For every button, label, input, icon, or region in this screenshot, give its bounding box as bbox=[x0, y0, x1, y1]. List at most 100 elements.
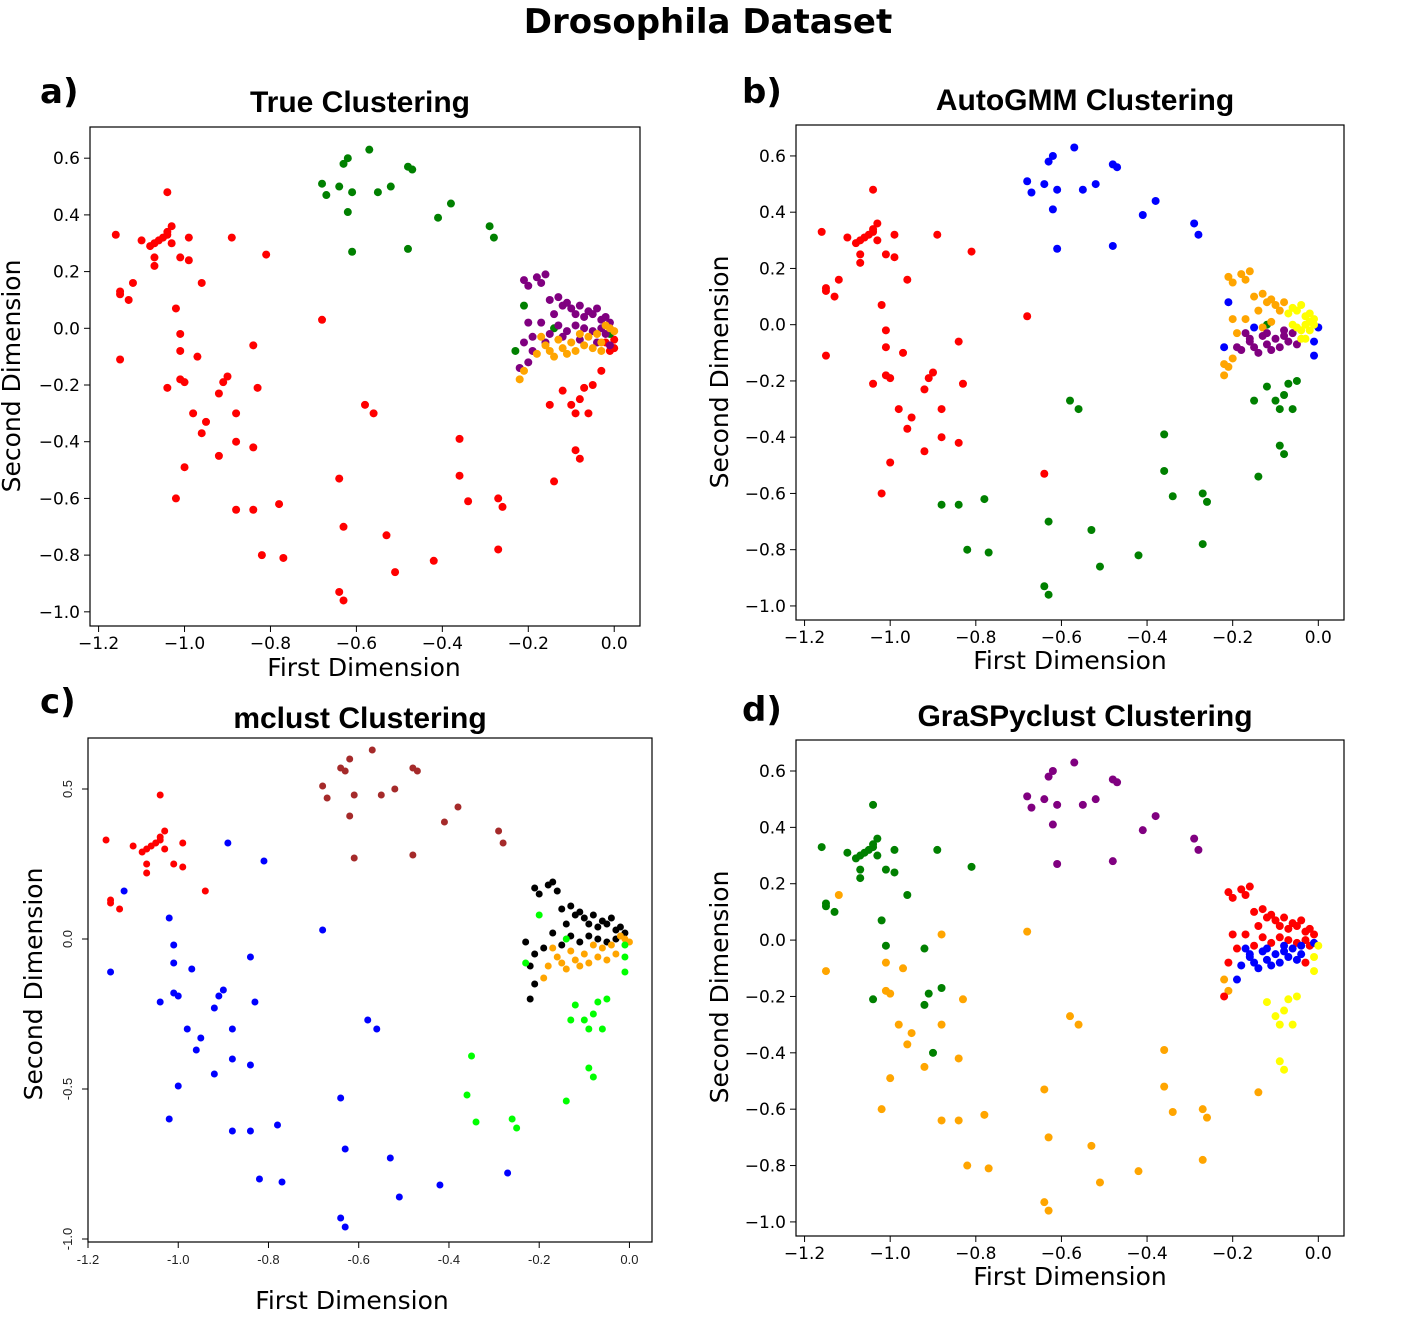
data-point bbox=[1190, 219, 1199, 228]
data-point bbox=[585, 1025, 593, 1033]
data-point bbox=[597, 338, 606, 347]
data-point bbox=[1292, 376, 1301, 385]
data-point bbox=[886, 374, 895, 383]
data-point bbox=[210, 1070, 218, 1078]
data-point bbox=[468, 1052, 476, 1060]
x-tick-label: −0.4 bbox=[1126, 1244, 1167, 1264]
data-point bbox=[197, 1034, 205, 1042]
x-tick-label: -1.0 bbox=[167, 1252, 189, 1267]
data-point bbox=[1250, 396, 1259, 405]
data-point bbox=[343, 208, 352, 217]
data-point bbox=[1023, 927, 1032, 936]
data-point bbox=[571, 446, 580, 455]
data-point bbox=[531, 884, 539, 892]
data-point bbox=[246, 1061, 254, 1069]
y-tick-label: −0.8 bbox=[39, 546, 80, 566]
x-axis-label: First Dimension bbox=[973, 646, 1166, 675]
data-point bbox=[924, 989, 933, 998]
data-point bbox=[856, 258, 865, 267]
data-point bbox=[1134, 551, 1143, 560]
data-point bbox=[1044, 772, 1053, 781]
data-point bbox=[1160, 1082, 1169, 1091]
x-tick-label: −0.6 bbox=[1041, 1244, 1082, 1264]
data-point bbox=[346, 812, 354, 820]
data-point bbox=[554, 293, 563, 302]
data-point bbox=[1292, 340, 1301, 349]
data-point bbox=[215, 992, 223, 1000]
data-point bbox=[1275, 405, 1284, 414]
data-point bbox=[528, 332, 537, 341]
data-point bbox=[524, 281, 533, 290]
data-point bbox=[531, 950, 539, 958]
data-point bbox=[821, 286, 830, 295]
y-axis-label: Second Dimension bbox=[705, 871, 734, 1104]
data-point bbox=[535, 890, 543, 898]
panel-c-letter: c) bbox=[40, 682, 76, 722]
panel-a-plot: −1.2 −1.0 −0.8 −0.6 −0.4 −0.2 0.0 0.6 0.4 0.2 0.0 −… bbox=[0, 126, 641, 682]
data-point bbox=[877, 1105, 886, 1114]
data-point bbox=[886, 458, 895, 467]
data-point bbox=[391, 568, 400, 577]
data-point bbox=[545, 329, 554, 338]
data-point bbox=[1040, 180, 1049, 189]
data-point bbox=[446, 199, 455, 208]
data-point bbox=[585, 1064, 593, 1072]
y-tick-label: −1.0 bbox=[745, 1213, 786, 1233]
data-point bbox=[1262, 955, 1271, 964]
data-point bbox=[137, 236, 146, 245]
data-point bbox=[1288, 944, 1297, 953]
data-point bbox=[1232, 975, 1241, 984]
data-point bbox=[189, 409, 198, 418]
data-point bbox=[1108, 857, 1117, 866]
data-point bbox=[1168, 492, 1177, 501]
data-point bbox=[464, 497, 473, 506]
data-point bbox=[621, 941, 629, 949]
data-point bbox=[821, 902, 830, 911]
data-point bbox=[1250, 292, 1259, 301]
data-point bbox=[128, 278, 137, 287]
data-point bbox=[274, 1121, 282, 1129]
data-point bbox=[223, 372, 232, 381]
data-point bbox=[409, 851, 417, 859]
data-point bbox=[1280, 298, 1289, 307]
data-point bbox=[116, 290, 125, 299]
data-point bbox=[1053, 800, 1062, 809]
data-point bbox=[337, 1214, 345, 1222]
data-point bbox=[1284, 995, 1293, 1004]
data-point bbox=[179, 839, 187, 847]
y-tick-label: 0.2 bbox=[759, 875, 786, 895]
data-point bbox=[958, 379, 967, 388]
data-point bbox=[834, 891, 843, 899]
data-point bbox=[1284, 953, 1293, 961]
data-point bbox=[1241, 275, 1250, 284]
x-tick-label: −0.2 bbox=[1212, 1244, 1253, 1264]
data-point bbox=[489, 233, 498, 242]
data-point bbox=[111, 230, 120, 239]
data-point bbox=[170, 860, 178, 868]
data-point bbox=[1070, 143, 1079, 152]
data-point bbox=[924, 374, 933, 383]
data-point bbox=[545, 295, 554, 304]
data-point bbox=[495, 827, 503, 835]
data-point bbox=[575, 395, 584, 404]
data-point bbox=[1254, 472, 1263, 481]
data-point bbox=[180, 378, 189, 387]
data-point bbox=[588, 381, 597, 390]
data-point bbox=[1053, 244, 1062, 253]
data-point bbox=[594, 953, 602, 961]
data-point bbox=[1314, 941, 1323, 950]
data-point bbox=[413, 767, 421, 775]
data-point bbox=[817, 843, 826, 852]
data-point bbox=[920, 1000, 929, 1009]
data-point bbox=[1087, 526, 1096, 534]
data-point bbox=[504, 1169, 512, 1177]
data-point bbox=[920, 944, 929, 953]
data-point bbox=[249, 341, 258, 350]
data-point bbox=[1091, 180, 1100, 189]
data-point bbox=[161, 827, 169, 835]
y-tick-label: −0.2 bbox=[745, 987, 786, 1007]
data-point bbox=[1237, 885, 1246, 894]
data-point bbox=[1288, 320, 1297, 329]
data-point bbox=[455, 434, 464, 443]
data-point bbox=[1203, 497, 1211, 506]
